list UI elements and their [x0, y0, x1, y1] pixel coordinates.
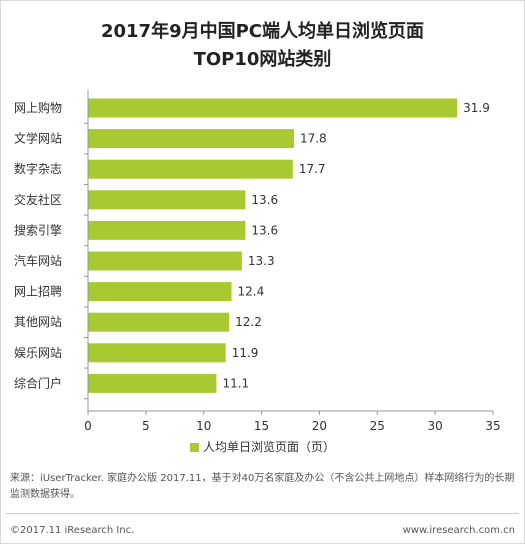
value-label: 12.2	[235, 315, 262, 329]
bar	[88, 373, 217, 393]
category-label: 综合门户	[14, 375, 62, 390]
bar	[88, 159, 293, 179]
value-label: 17.7	[299, 162, 326, 176]
bar-chart: 网上购物 31.9 文学网站 17.8 数字杂志 17.7 交友社区 13.6 搜索引擎 13.6…	[14, 90, 501, 433]
value-label: 12.4	[237, 285, 264, 299]
copyright-text: ©2017.11 iResearch Inc.	[10, 525, 135, 536]
bar	[88, 190, 246, 210]
value-label: 17.8	[300, 132, 327, 146]
x-tick-label: 10	[196, 419, 211, 433]
category-label: 其他网站	[14, 315, 62, 329]
x-tick-label: 20	[312, 419, 327, 433]
x-tick-label: 0	[84, 419, 92, 433]
source-note: 来源：iUserTracker. 家庭办公版 2017.11，基于对40万名家庭…	[10, 473, 515, 500]
chart-title-line2: TOP10网站类别	[193, 49, 332, 70]
bar	[88, 251, 242, 271]
category-label: 数字杂志	[14, 161, 62, 176]
x-tick-label: 30	[428, 419, 443, 433]
category-label: 网上招聘	[14, 285, 62, 299]
x-tick-label: 5	[142, 419, 150, 433]
category-label: 网上购物	[14, 100, 62, 115]
value-label: 13.6	[251, 193, 278, 207]
category-label: 搜索引擎	[14, 222, 62, 237]
bar	[88, 98, 458, 118]
bar	[88, 312, 230, 332]
footer-divider	[6, 513, 519, 514]
category-label: 交友社区	[14, 192, 62, 207]
category-label: 娱乐网站	[14, 346, 62, 360]
bar	[88, 343, 226, 363]
legend-label: 人均单日浏览页面（页）	[202, 440, 335, 454]
value-label: 13.3	[248, 254, 275, 268]
x-tick-label: 35	[485, 419, 500, 433]
x-tick-label: 25	[370, 419, 385, 433]
chart-title-line1: 2017年9月中国PC端人均单日浏览页面	[100, 21, 425, 42]
x-tick-label: 15	[254, 419, 269, 433]
category-label: 文学网站	[14, 131, 62, 146]
website-text: www.iresearch.com.cn	[402, 525, 515, 536]
bar	[88, 282, 232, 302]
value-label: 13.6	[251, 223, 278, 237]
bar	[88, 129, 294, 149]
bar	[88, 220, 246, 240]
value-label: 11.1	[222, 376, 249, 390]
value-label: 11.9	[232, 346, 259, 360]
legend-swatch	[189, 443, 199, 452]
legend: 人均单日浏览页面（页）	[0, 438, 525, 455]
category-label: 汽车网站	[14, 253, 62, 268]
value-label: 31.9	[463, 101, 490, 115]
